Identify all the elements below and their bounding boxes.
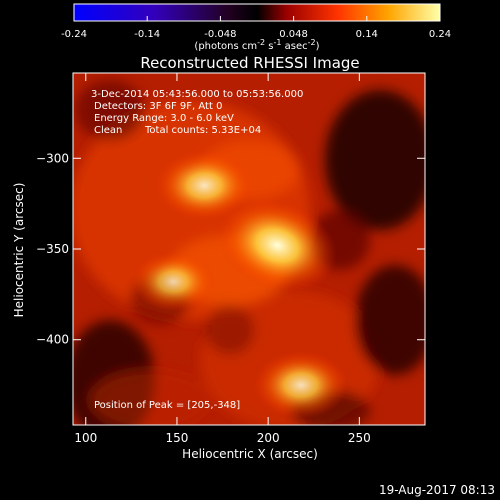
y-tick-label: −350 — [36, 242, 69, 256]
colorbar — [73, 3, 441, 22]
colorbar-tick-label: -0.14 — [134, 29, 160, 40]
time-range-text: 3-Dec-2014 05:43:56.000 to 05:53:56.000 — [91, 89, 303, 100]
colorbar-tick-label: -0.048 — [204, 29, 236, 40]
y-axis-label: Heliocentric Y (arcsec) — [12, 183, 26, 318]
y-tick-label: −400 — [36, 333, 69, 347]
axis-ticks: 100 150 200 250 −300 −350 −400 — [36, 73, 425, 445]
heatmap-image — [73, 73, 425, 425]
footer-date: 19-Aug-2017 08:13 — [379, 483, 495, 497]
x-axis-label: Heliocentric X (arcsec) — [182, 447, 318, 461]
colorbar-ticks: -0.24 -0.14 -0.048 0.048 0.14 0.24 — [61, 16, 451, 40]
emission-source — [217, 198, 337, 292]
chart-title: Reconstructed RHESSI Image — [140, 54, 359, 72]
emission-sources — [131, 150, 348, 419]
colorbar-tick-label: 0.24 — [429, 29, 451, 40]
y-tick-label: −300 — [36, 151, 69, 165]
emission-source — [254, 351, 348, 419]
colorbar-tick-label: -0.24 — [61, 29, 87, 40]
energy-range-text: Energy Range: 3.0 - 6.0 keV — [94, 113, 234, 124]
clean-text: Clean — [94, 125, 122, 136]
emission-source — [155, 150, 253, 221]
detectors-text: Detectors: 3F 6F 9F, Att 0 — [94, 101, 222, 112]
colorbar-units-label: (photons cm-2 s-1 asec-2) — [194, 38, 319, 53]
total-counts-text: Total counts: 5.33E+04 — [144, 125, 261, 136]
emission-source — [131, 251, 215, 312]
peak-position-text: Position of Peak = [205,-348] — [94, 400, 240, 411]
colorbar-tick-label: 0.048 — [279, 29, 308, 40]
x-tick-label: 100 — [74, 431, 97, 445]
x-tick-label: 250 — [348, 431, 371, 445]
x-tick-label: 200 — [257, 431, 280, 445]
colorbar-tick-label: 0.14 — [356, 29, 378, 40]
x-tick-label: 150 — [166, 431, 189, 445]
info-annotation: 3-Dec-2014 05:43:56.000 to 05:53:56.000 … — [91, 89, 303, 411]
